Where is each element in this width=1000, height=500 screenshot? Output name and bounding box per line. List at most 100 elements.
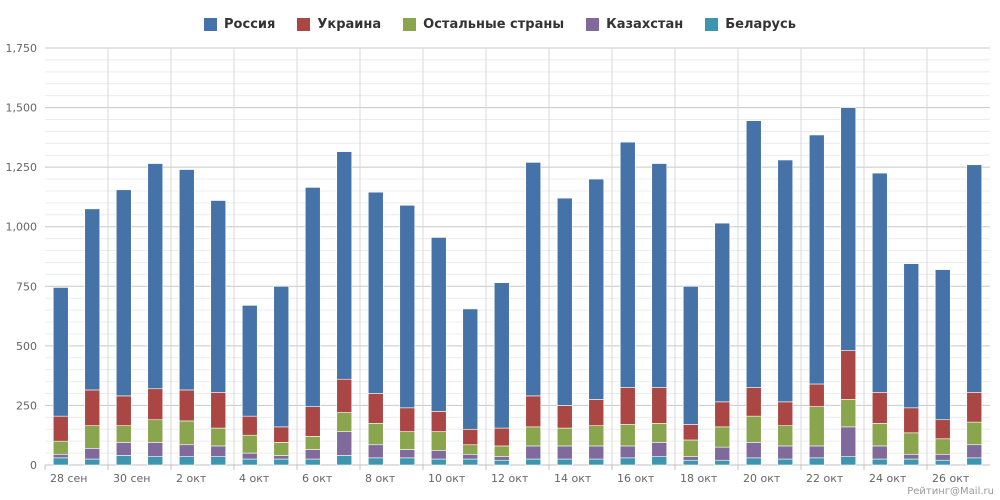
bar-segment [934,438,951,455]
bar-segment [556,405,573,429]
legend-item[interactable]: Казахстан [586,17,683,32]
bar-segment [682,456,699,461]
bar-segment [493,459,510,466]
bar-segment [871,445,888,460]
bar-segment [84,425,101,449]
bar-segment [588,178,605,400]
bar-segment [619,457,636,466]
credit-text: Рейтинг@Mail.ru [907,486,994,497]
bar-segment [178,169,195,391]
legend-item[interactable]: Украина [297,17,381,32]
bar-segment [52,415,69,442]
bar-segment [525,426,542,447]
bar-segment [525,445,542,460]
bar-segment [462,444,479,455]
bar-segment [84,458,101,466]
bar-segment [367,444,384,459]
bar-segment [304,458,321,466]
bar-segment [147,456,164,466]
legend-label: Украина [317,16,382,32]
bar-segment [115,189,132,397]
y-tick-label: 500 [16,340,37,353]
x-tick-label: 26 окт [932,472,970,485]
y-tick-label: 1,500 [6,102,38,115]
legend-swatch [204,17,218,31]
bar-segment [336,431,353,456]
bar-segment [714,426,731,448]
x-tick-label: 4 окт [239,472,270,485]
bar-segment [840,456,857,466]
bar-segment [934,269,951,421]
bar-segment [178,456,195,466]
bar-segment [966,421,983,446]
bar-segment [903,432,920,455]
x-tick-label: 28 сен [50,472,88,485]
bar-segment [682,439,699,457]
bar-segment [808,383,825,407]
legend-item[interactable]: Россия [204,17,275,32]
bar-segment [84,448,101,460]
y-tick-label: 750 [16,280,37,293]
bar-segment [493,282,510,429]
bar-segment [714,222,731,403]
bar-segment [147,442,164,457]
bar-segment [808,134,825,385]
bar-segment [367,191,384,394]
x-tick-label: 24 окт [869,472,907,485]
bar-segment [462,428,479,446]
bar-segment [430,237,447,412]
bar-segment [808,457,825,466]
bar-segment [619,387,636,425]
bar-segment [777,159,794,403]
bar-segment [619,445,636,459]
bar-segment [682,285,699,425]
bar-segment [399,407,416,432]
bar-segment [462,453,479,460]
bar-segment [903,407,920,434]
bar-segment [273,455,290,460]
bar-segment [808,445,825,459]
legend-item[interactable]: Беларусь [705,17,796,32]
bar-segment [273,285,290,428]
bar-segment [210,200,227,393]
bar-segment [682,424,699,441]
bar-segment [966,457,983,466]
bar-segment [273,426,290,443]
bar-segment [399,431,416,450]
bar-segment [651,387,668,424]
bar-segment [871,422,888,447]
bar-segment [966,164,983,393]
bar-segment [966,392,983,423]
bar-segment [115,442,132,456]
bar-segment [745,415,762,443]
bar-segment [52,453,69,459]
bar-segment [115,395,132,426]
bar-segment [493,456,510,461]
legend-label: Россия [224,16,276,32]
bar-segment [493,445,510,457]
bar-segment [840,107,857,351]
bar-segment [588,399,605,426]
legend-swatch [586,17,600,31]
bar-segment [556,445,573,460]
y-tick-label: 1,750 [6,42,38,55]
bar-segment [147,163,164,390]
bar-segment [556,197,573,406]
bar-segment [714,401,731,428]
legend-label: Остальные страны [423,16,565,32]
bar-segment [651,442,668,457]
x-tick-label: 30 сен [113,472,151,485]
y-tick-label: 250 [16,399,37,412]
x-tick-label: 6 окт [302,472,333,485]
bar-segment [651,422,668,443]
legend-item[interactable]: Остальные страны [403,17,564,32]
bar-segment [336,151,353,380]
bar-segment [651,163,668,388]
bar-segment [399,204,416,409]
bar-segment [840,426,857,457]
bar-segment [210,427,227,447]
x-tick-label: 20 окт [743,472,781,485]
x-tick-label: 14 окт [554,472,592,485]
x-tick-label: 22 окт [806,472,844,485]
